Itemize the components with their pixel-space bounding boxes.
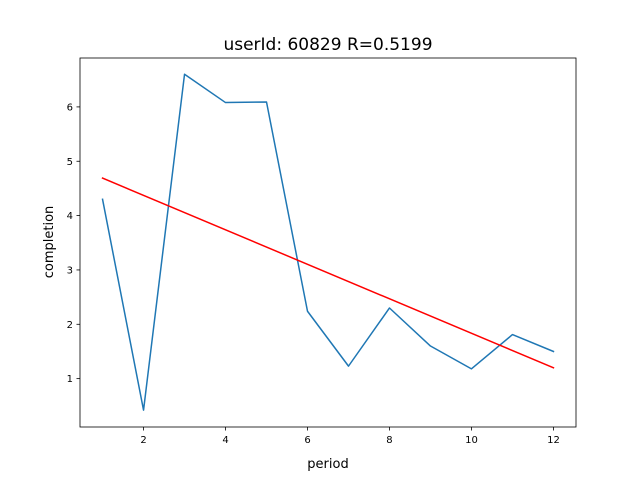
x-tick-label: 6 — [304, 435, 310, 446]
completion-series-line — [101, 73, 555, 411]
x-tick-label: 10 — [465, 435, 478, 446]
y-axis-ticks: 1 2 3 4 5 6 — [67, 102, 80, 385]
x-tick-label: 12 — [547, 435, 560, 446]
plot-area — [79, 57, 577, 428]
y-tick-label: 2 — [67, 320, 73, 331]
x-tick-label: 4 — [222, 435, 228, 446]
x-tick-label: 2 — [140, 435, 146, 446]
y-tick-label: 3 — [67, 265, 73, 276]
y-axis-label: completion — [42, 206, 57, 279]
plot-frame — [79, 57, 577, 428]
series-layer — [101, 73, 555, 411]
x-axis-label: period — [307, 457, 348, 472]
x-tick-label: 8 — [386, 435, 392, 446]
y-tick-label: 1 — [67, 374, 73, 385]
y-tick-label: 5 — [67, 157, 73, 168]
trend-line — [101, 177, 555, 369]
y-tick-label: 6 — [67, 102, 73, 113]
y-tick-label: 4 — [67, 211, 73, 222]
x-axis-ticks: 2 4 6 8 10 12 — [140, 427, 560, 446]
chart-title: userId: 60829 R=0.5199 — [223, 35, 432, 55]
